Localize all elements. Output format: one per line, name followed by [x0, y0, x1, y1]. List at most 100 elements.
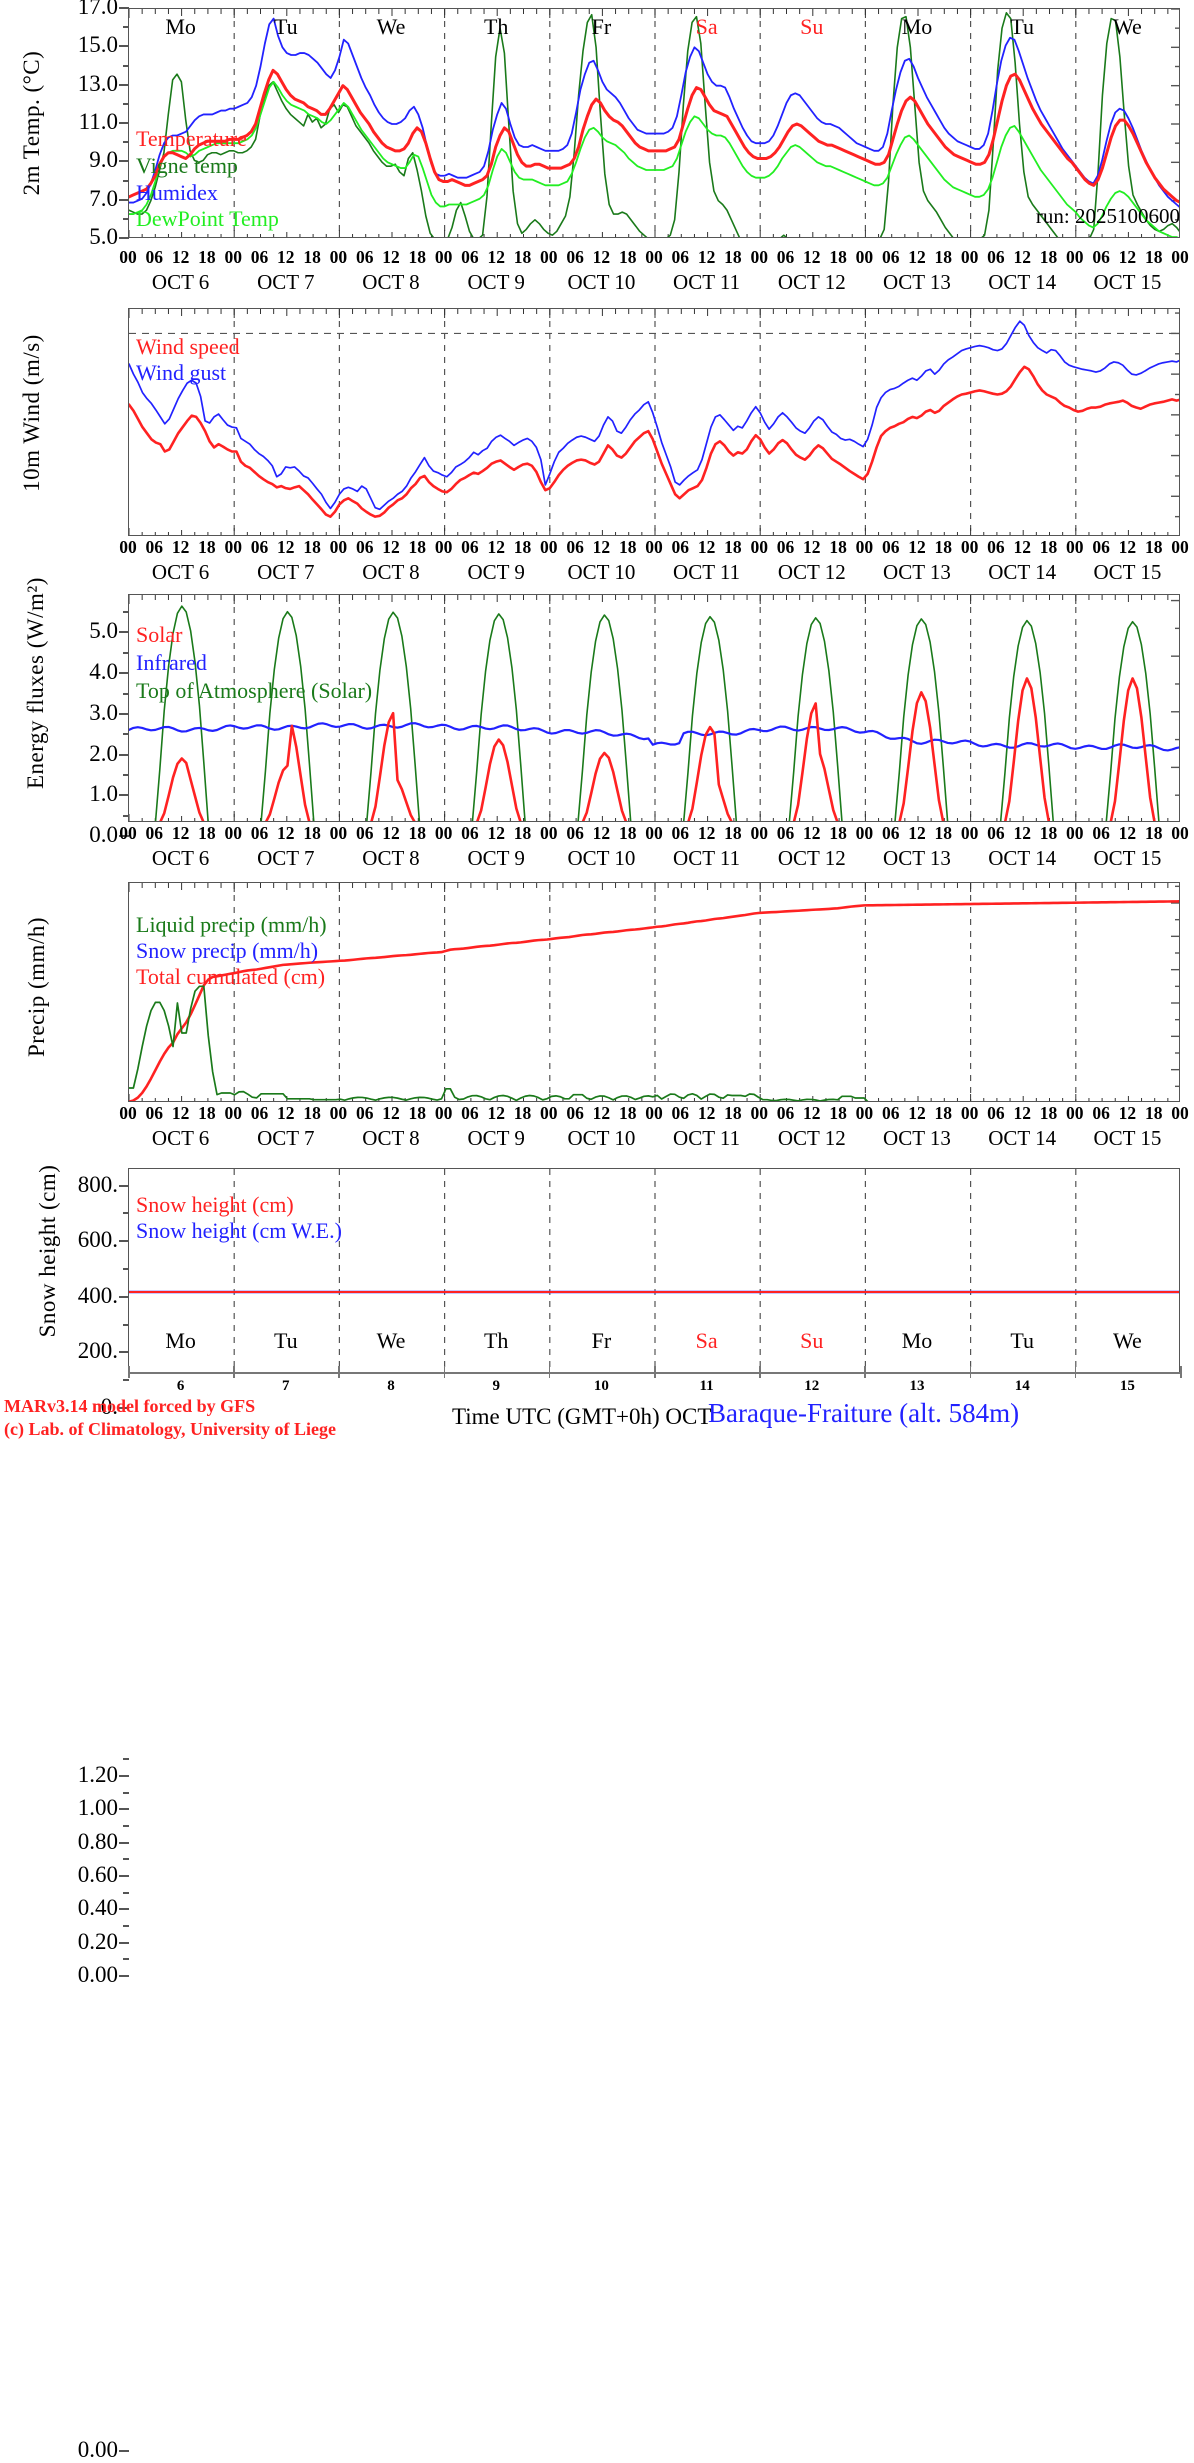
- hour-tick-label: 00: [645, 823, 663, 843]
- hour-tick-label: 12: [171, 537, 190, 557]
- hour-tick-label: 00: [1066, 537, 1084, 557]
- hour-tick-label: 00: [540, 1103, 558, 1123]
- hour-tick-label-end: 00: [1171, 1103, 1189, 1123]
- hour-tick-label: 12: [277, 1103, 295, 1123]
- weekday-label-tu-1: Tu: [273, 14, 298, 39]
- hour-tick-label: 06: [1092, 823, 1110, 843]
- station-name: Baraque-Fraiture (alt. 584m): [708, 1398, 1020, 1428]
- hour-tick-label: 06: [461, 537, 479, 557]
- y-minor-tick: [123, 733, 129, 736]
- energy-plot: [129, 595, 1179, 821]
- hour-tick-label: 00: [224, 247, 242, 267]
- hour-tick-label: 18: [934, 247, 953, 267]
- weekday-label-we-2: We: [376, 14, 406, 39]
- snow-weekday-label-3: Th: [483, 1328, 509, 1353]
- legend-toa: Top of Atmosphere (Solar): [136, 678, 373, 703]
- xaxis-title: Time UTC (GMT+0h) OCT: [452, 1404, 712, 1429]
- snow-weekday-label-4: Fr: [591, 1328, 612, 1353]
- hour-tick-label: 18: [934, 537, 953, 557]
- hour-tick-label: 12: [171, 1103, 190, 1123]
- hour-tick-label: 00: [1066, 1103, 1084, 1123]
- bottom-axis-tick: [1180, 1366, 1182, 1378]
- hour-tick-label: 06: [566, 823, 584, 843]
- legend-snow-height-we: Snow height (cm W.E.): [136, 1218, 342, 1243]
- hour-tick-label: 00: [645, 247, 663, 267]
- y-minor-tick: [123, 651, 129, 654]
- hour-tick-label: 00: [119, 1103, 137, 1123]
- hour-tick-label: 00: [960, 1103, 979, 1123]
- hour-tick-label: 18: [1039, 537, 1058, 557]
- y-tick-mark: [119, 794, 129, 797]
- y-tick-label: 2.0: [89, 740, 118, 766]
- bottom-axis-tick: [233, 1366, 235, 1378]
- weekday-label-su-6: Su: [800, 14, 824, 39]
- hour-tick-label: 00: [540, 537, 558, 557]
- axis-label-snow: Snow height (cm): [35, 1164, 60, 1338]
- hour-tick-label: 06: [881, 537, 900, 557]
- date-label: OCT 9: [467, 846, 525, 870]
- hour-tick-label: 06: [776, 1103, 795, 1123]
- snow-weekday-label-2: We: [376, 1328, 406, 1353]
- y-minor-tick: [123, 1958, 129, 1961]
- y-tick-label: 17.0: [77, 0, 118, 19]
- hour-tick-label: 12: [803, 537, 821, 557]
- hour-tick-label: 12: [803, 823, 821, 843]
- date-label: OCT 14: [988, 270, 1057, 294]
- date-label: OCT 8: [362, 560, 420, 584]
- bottom-axis-tick: [128, 1366, 130, 1378]
- date-label: OCT 11: [673, 560, 741, 584]
- y-tick-label: 0.0: [89, 822, 118, 847]
- hour-tick-label: 06: [987, 823, 1005, 843]
- hour-tick-label: 00: [224, 537, 242, 557]
- y-tick-label: 9.0: [89, 147, 118, 173]
- hour-tick-label: 00: [750, 1103, 768, 1123]
- hour-tick-label: 00: [434, 537, 453, 557]
- legend-temperature: Temperature: [136, 126, 247, 151]
- hour-tick-label: 00: [645, 1103, 663, 1123]
- day-number-label: 7: [282, 1378, 290, 1394]
- hour-tick-label: 06: [250, 823, 269, 843]
- y-tick-mark: [119, 1941, 129, 1944]
- y-tick-mark: [119, 672, 129, 675]
- hour-tick-label: 12: [592, 1103, 611, 1123]
- hour-tick-label: 12: [908, 823, 926, 843]
- hour-tick-label: 18: [303, 537, 321, 557]
- date-label: OCT 6: [151, 270, 210, 294]
- snow-weekday-label-8: Tu: [1010, 1328, 1035, 1353]
- y-tick-mark: [119, 198, 129, 201]
- bottom-axis-tick: [338, 1366, 340, 1378]
- weekday-label-we-9: We: [1113, 14, 1142, 39]
- day-number-label: 12: [804, 1378, 820, 1394]
- hour-tick-label: 18: [303, 1103, 321, 1123]
- hour-tick-label: 06: [671, 247, 690, 267]
- hour-tick-label: 18: [408, 823, 427, 843]
- y-tick-label: 400.: [77, 1282, 118, 1308]
- footer-model: MARv3.14 model forced by GFS: [4, 1396, 256, 1416]
- hour-tick-label: 12: [592, 247, 611, 267]
- hour-tick-label: 06: [987, 247, 1005, 267]
- footer-copyright: (c) Lab. of Climatology, University of L…: [4, 1419, 336, 1439]
- hour-tick-label: 18: [829, 247, 847, 267]
- hour-tick-label: 00: [750, 537, 768, 557]
- y-minor-tick: [123, 102, 129, 105]
- hour-tick-label: 06: [355, 247, 374, 267]
- hour-tick-label: 12: [697, 537, 716, 557]
- hour-tick-label: 18: [829, 1103, 847, 1123]
- y-tick-label: 600.: [77, 1227, 118, 1253]
- hour-tick-label: 06: [355, 823, 374, 843]
- legend-wind-speed: Wind speed: [136, 334, 240, 359]
- y-tick-label: 7.0: [89, 185, 118, 211]
- legend-infrared: Infrared: [136, 650, 207, 675]
- day-number-label: 15: [1119, 1378, 1135, 1394]
- hour-tick-label: 18: [1144, 537, 1163, 557]
- hour-tick-label: 18: [829, 823, 847, 843]
- hour-tick-label: 12: [1118, 247, 1137, 267]
- y-tick-mark: [119, 1351, 129, 1354]
- hour-tick-label: 12: [908, 1103, 926, 1123]
- hour-tick-label: 12: [1118, 1103, 1137, 1123]
- legend-solar: Solar: [136, 622, 183, 647]
- y-tick-mark: [119, 7, 129, 9]
- run-label: run: 2025100600: [1035, 204, 1180, 228]
- legend-snow-precip: Snow precip (mm/h): [136, 938, 319, 963]
- date-label: OCT 6: [151, 560, 210, 584]
